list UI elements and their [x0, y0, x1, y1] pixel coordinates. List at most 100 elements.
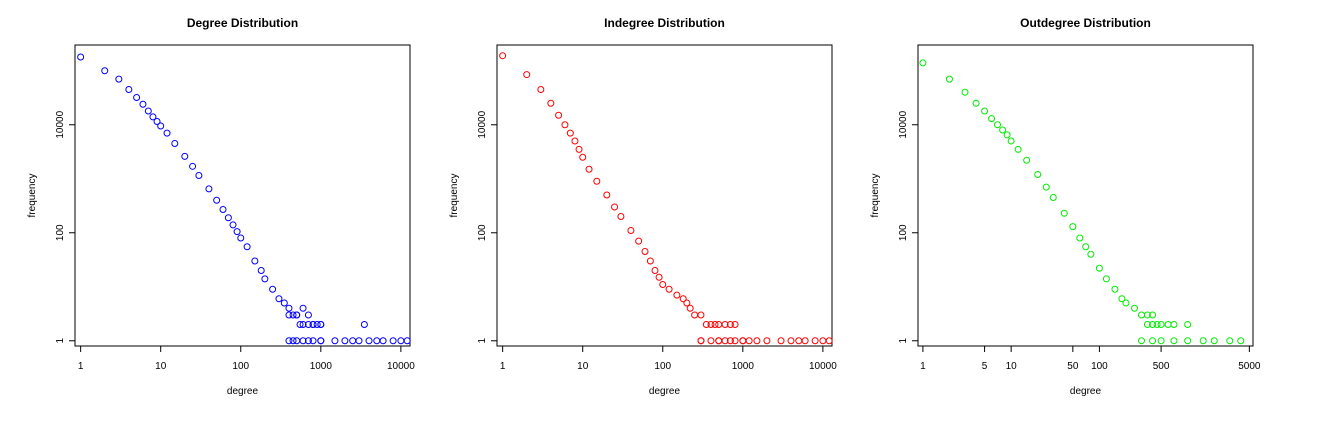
data-point [304, 337, 312, 345]
chart-panel-3: Outdegree Distribution 1 5 10 50 100 500 5000 1 1… [870, 16, 1261, 397]
y-tick-label: 100 [477, 224, 488, 241]
data-point [1138, 311, 1146, 319]
data-point [665, 285, 673, 293]
x-tick-label: 1000 [310, 361, 333, 372]
data-point [585, 165, 593, 173]
data-point [721, 321, 729, 329]
data-point [697, 337, 705, 345]
y-tick-label: 1 [55, 338, 66, 344]
data-point [999, 126, 1007, 134]
data-point [285, 337, 293, 345]
data-point [593, 177, 601, 185]
x-tick-label: 1 [78, 361, 84, 372]
data-point [355, 337, 363, 345]
data-point [1143, 321, 1151, 329]
data-point [1184, 337, 1192, 345]
data-point [777, 337, 785, 345]
data-point [189, 162, 197, 170]
data-point [499, 52, 507, 60]
y-tick-label: 10000 [477, 110, 488, 138]
y-tick-label: 10000 [898, 110, 909, 138]
data-point [686, 304, 694, 312]
data-point [1007, 137, 1015, 145]
plot-frame [496, 44, 833, 347]
data-point [1153, 321, 1161, 329]
data-point [275, 295, 283, 303]
data-point [213, 196, 221, 204]
data-point [125, 85, 133, 93]
data-point [726, 321, 734, 329]
data-point [1003, 131, 1011, 139]
data-point [739, 337, 747, 345]
data-point [731, 321, 739, 329]
data-point [1237, 337, 1245, 345]
data-point [566, 129, 574, 137]
x-axis-label: degree [649, 386, 681, 397]
x-axis-label: degree [227, 386, 259, 397]
data-point [1042, 183, 1050, 191]
data-point [257, 267, 265, 275]
data-point [919, 59, 927, 67]
data-point [139, 100, 147, 108]
data-point [389, 337, 397, 345]
data-point [1118, 295, 1126, 303]
data-point [1138, 337, 1146, 345]
data-point [77, 53, 85, 61]
data-point [157, 122, 165, 130]
data-point [537, 85, 545, 93]
x-tick-label: 50 [1067, 361, 1079, 372]
x-tick-label: 1 [920, 361, 926, 372]
data-point [289, 337, 297, 345]
data-point [641, 247, 649, 255]
data-point [229, 221, 237, 229]
data-point [1014, 145, 1022, 153]
data-point [293, 337, 301, 345]
data-point [1143, 311, 1151, 319]
data-point [726, 337, 734, 345]
data-point [1102, 275, 1110, 283]
data-point [981, 107, 989, 115]
data-point [1095, 264, 1103, 272]
data-point [679, 295, 687, 303]
data-point [1023, 156, 1031, 164]
data-point [731, 337, 739, 345]
data-point [373, 337, 381, 345]
data-point [801, 337, 809, 345]
data-point [237, 234, 245, 242]
data-point [1060, 209, 1068, 217]
data-point [763, 337, 771, 345]
y-tick-label: 1 [477, 338, 488, 344]
data-point [1157, 337, 1165, 345]
data-point [555, 111, 563, 119]
data-point [745, 337, 753, 345]
data-point [101, 67, 109, 75]
data-point [707, 321, 715, 329]
data-point [365, 337, 373, 345]
data-point [285, 311, 293, 319]
y-axis-label: frequency [449, 174, 460, 218]
data-point [1210, 337, 1218, 345]
data-point [269, 285, 277, 293]
plot-frame [917, 44, 1254, 347]
data-point [635, 237, 643, 245]
data-point [304, 321, 312, 329]
data-point [547, 99, 555, 107]
plot-frame [74, 44, 411, 347]
data-point [133, 93, 141, 101]
data-point [697, 311, 705, 319]
data-point [961, 88, 969, 96]
data-point [317, 321, 325, 329]
data-point [144, 107, 152, 115]
data-point [611, 203, 619, 211]
data-point [195, 171, 203, 179]
data-point [819, 337, 827, 345]
data-point [181, 152, 189, 160]
data-point [403, 337, 411, 345]
data-point [171, 139, 179, 147]
data-point [1157, 321, 1165, 329]
y-axis-label: frequency [27, 174, 38, 218]
data-point [149, 113, 157, 121]
chart-panel-2: Indegree Distribution 1 10 100 1000 10000 1 100… [449, 16, 837, 397]
data-point [1122, 299, 1130, 307]
data-point [296, 321, 304, 329]
